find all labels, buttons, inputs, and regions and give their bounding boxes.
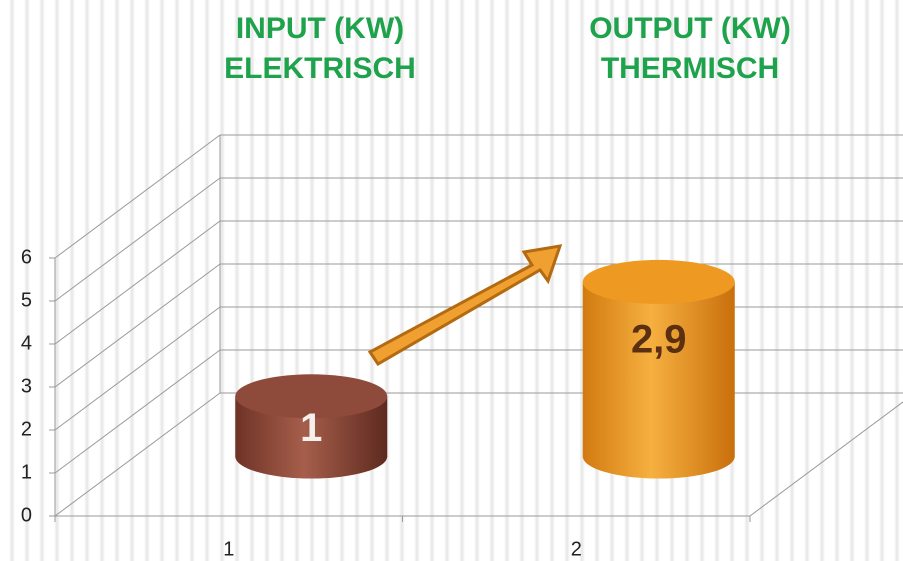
arrow [367,244,563,367]
y-tick-label: 5 [21,289,32,311]
floor-right [749,401,903,517]
title: INPUT (KW) [236,12,404,45]
grid-line [54,220,221,345]
plot-area [49,134,903,522]
title: OUTPUT (KW) [589,12,791,45]
value-label: 1 [300,406,322,450]
y-tick-label: 0 [21,504,32,526]
title: THERMISCH [601,52,779,85]
x-tick-label: 1 [223,538,234,560]
grid-line [54,263,221,388]
value-label: 2,9 [631,317,687,361]
grid-line [54,349,221,474]
cylinder-top [235,374,388,419]
cylinder-top [582,259,735,304]
y-tick-label: 4 [21,332,32,354]
y-tick-label: 1 [21,461,32,483]
x-tick-label: 2 [571,538,582,560]
grid-line [54,306,221,431]
grid-line [54,392,221,517]
grid-line [54,177,221,302]
y-tick-label: 2 [21,418,32,440]
title: ELEKTRISCH [224,52,416,85]
grid-line [54,134,221,259]
y-tick-label: 3 [21,375,32,397]
y-tick-label: 6 [21,246,32,268]
cylinder-body [582,281,735,457]
